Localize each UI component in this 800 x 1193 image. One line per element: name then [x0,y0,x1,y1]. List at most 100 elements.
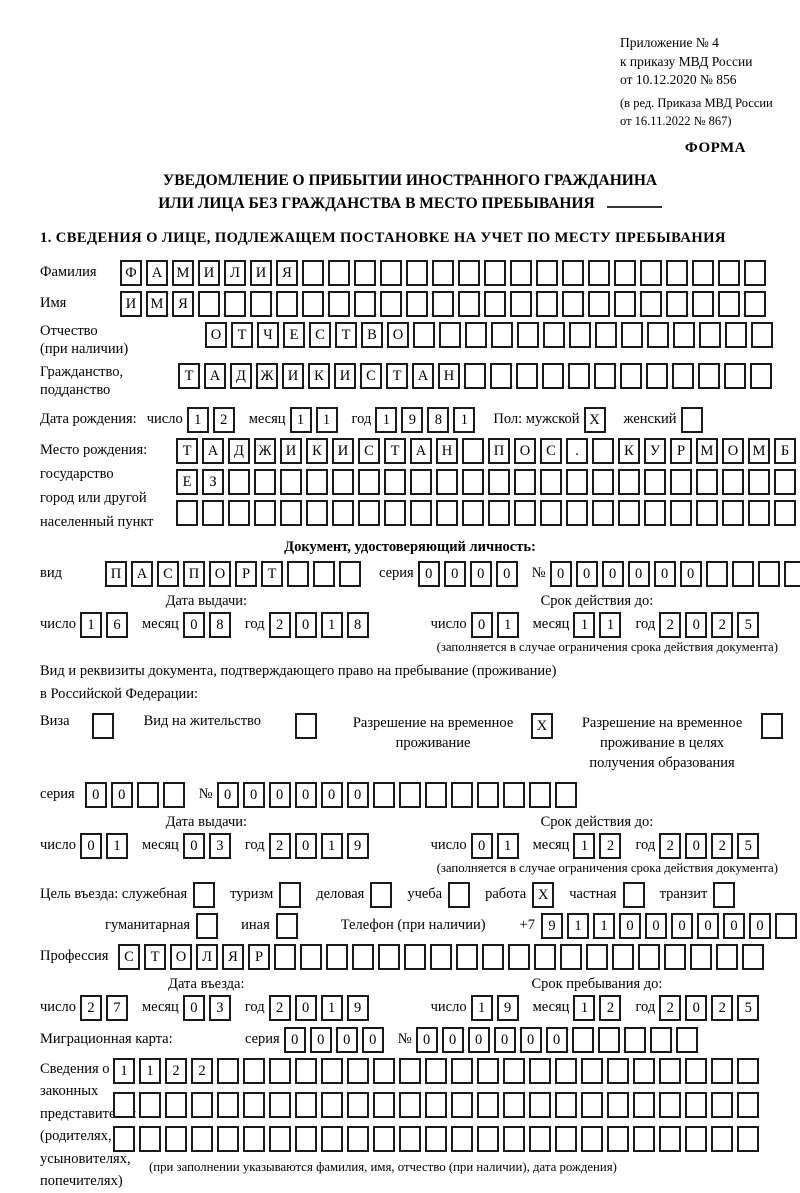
purpose-official-checkbox[interactable] [193,881,219,908]
resid-valid-note: (заполняется в случае ограничения срока … [436,860,778,875]
resid-number-sign: № [198,786,213,802]
representatives-block: Сведения о законных представителях (роди… [40,1057,780,1193]
section1-heading: 1. СВЕДЕНИЯ О ЛИЦЕ, ПОДЛЕЖАЩЕМ ПОСТАНОВК… [40,229,726,246]
resid-series-label: серия [40,786,75,802]
purpose-business-checkbox[interactable] [370,881,396,908]
residence-permit-checkbox[interactable] [287,712,321,739]
purpose-transit-checkbox[interactable] [713,881,739,908]
birthplace-block: Место рождения: государство город или др… [40,437,796,534]
valid-until-caption: Срок действия до: [540,592,654,609]
stay-until-caption: Срок пребывания до: [531,975,663,992]
year-label: год [351,411,372,427]
sex-female-checkbox[interactable] [680,406,707,433]
resid-doc-text-line1: Вид и реквизиты документа, подтверждающе… [40,662,557,679]
doc-valid-note: (заполняется в случае ограничения срока … [436,639,778,654]
visa-checkbox[interactable] [84,712,118,739]
representatives-row2-cells[interactable] [113,1091,763,1118]
resid-doc-text-line2: в Российской Федерации: [40,686,199,702]
appendix-line: от 10.12.2020 № 856 [620,72,737,87]
phone-prefix: +7 [519,917,535,933]
issue-date-caption: Дата выдачи: [165,592,248,609]
purpose-humanitarian-checkbox[interactable] [196,912,222,939]
birthplace-row3-cells[interactable] [176,499,800,526]
purpose-tourism-checkbox[interactable] [279,881,305,908]
purpose-private-checkbox[interactable] [622,881,649,908]
citizenship-label: Гражданство, подданство [40,363,124,398]
visa-label: Виза [40,712,70,729]
representatives-row3-cells[interactable] [113,1125,763,1152]
given-name-label: Имя [40,295,67,311]
form-title-line1: УВЕДОМЛЕНИЕ О ПРИБЫТИИ ИНОСТРАННОГО ГРАЖ… [162,171,658,189]
private-label: частная [569,886,617,902]
sex-male-checkbox[interactable]: X [583,406,610,433]
mig-number-sign: № [397,1031,412,1047]
profession-label: Профессия [40,948,109,964]
edu-permit-checkbox[interactable] [753,712,787,739]
purpose-work-checkbox[interactable]: X [532,881,558,908]
tourism-label: туризм [230,886,274,902]
forma-label: ФОРМА [684,139,746,156]
month-label: месяц [248,411,286,427]
temp-permit-checkbox[interactable]: X [523,712,557,739]
birth-date-label: Дата рождения: [40,411,137,427]
purpose-study-checkbox[interactable] [448,881,474,908]
identity-doc-heading: Документ, удостоверяющий личность: [284,538,536,555]
purpose-row: Цель въезда: служебная туризм деловая уч… [40,881,780,908]
purpose-other-checkbox[interactable] [275,912,302,939]
birthplace-label: Место рождения: государство город или др… [40,441,154,530]
form-title: УВЕДОМЛЕНИЕ О ПРИБЫТИИ ИНОСТРАННОГО ГРАЖ… [40,169,780,215]
